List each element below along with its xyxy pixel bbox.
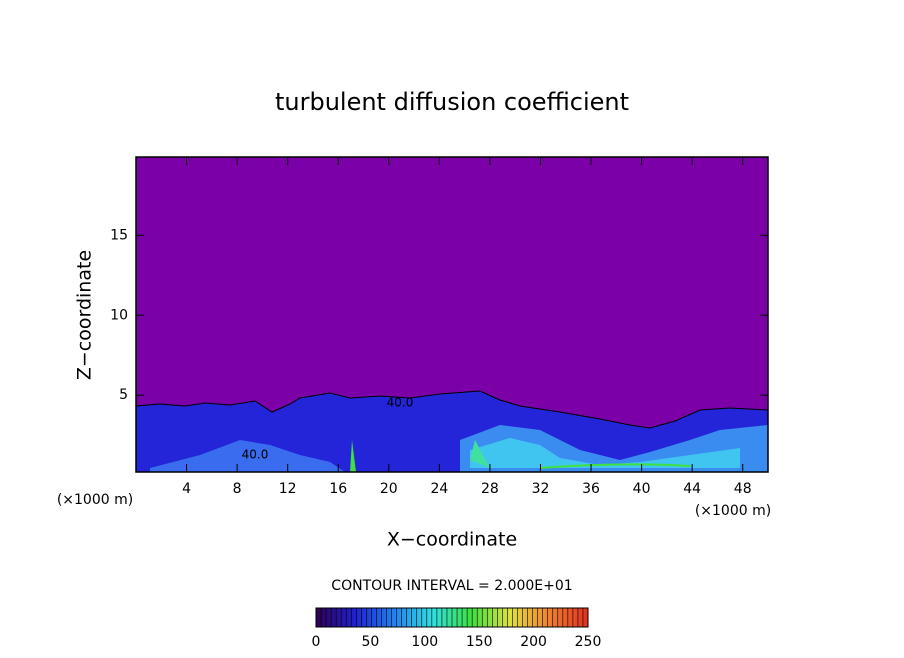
y-tick-label: 15 <box>110 227 128 243</box>
x-tick-label: 40 <box>633 481 651 497</box>
turbulent-layer <box>135 390 769 473</box>
x-tick-label: 8 <box>233 481 242 497</box>
x-tick-label: 24 <box>430 481 448 497</box>
x-tick-label: 48 <box>734 481 752 497</box>
y-tick-label: 10 <box>110 307 128 323</box>
y-tick-label: 5 <box>119 387 128 403</box>
field-patch <box>470 438 740 468</box>
plot-frame <box>135 156 769 473</box>
field-patch <box>470 440 490 468</box>
x-tick-label: 4 <box>182 481 191 497</box>
x-unit-label: (×1000 m) <box>695 503 771 519</box>
x-tick-label: 16 <box>329 481 347 497</box>
x-tick-label: 44 <box>683 481 701 497</box>
field-patch <box>350 440 356 472</box>
x-tick-label: 36 <box>582 481 600 497</box>
x-tick-label: 28 <box>481 481 499 497</box>
chart-title: turbulent diffusion coefficient <box>275 88 629 116</box>
x-axis-label: X−coordinate <box>387 529 517 551</box>
colorbar-tick-label: 200 <box>520 634 547 650</box>
x-tick-label: 20 <box>380 481 398 497</box>
field-patch <box>539 463 691 469</box>
x-tick-label: 12 <box>279 481 297 497</box>
y-axis-label: Z−coordinate <box>74 250 96 380</box>
x-tick-label: 32 <box>532 481 550 497</box>
colorbar-tick-label: 150 <box>466 634 493 650</box>
contour-label: 40.0 <box>242 448 269 462</box>
x-unit-label: (×1000 m) <box>57 492 133 508</box>
contour-interval: CONTOUR INTERVAL = 2.000E+01 <box>331 578 572 594</box>
field-patch <box>150 440 345 472</box>
colorbar-tick-label: 0 <box>312 634 321 650</box>
colorbar-tick-label: 250 <box>575 634 602 650</box>
colorbar-tick-label: 100 <box>411 634 438 650</box>
colorbar-tick-label: 50 <box>361 634 379 650</box>
contour-label: 40.0 <box>387 396 414 410</box>
